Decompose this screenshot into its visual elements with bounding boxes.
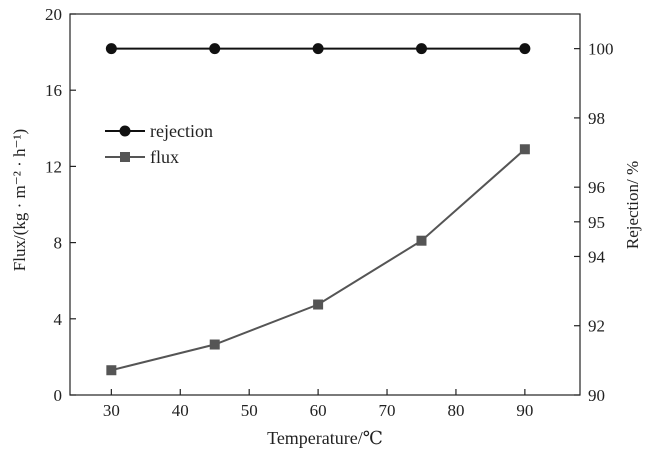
legend-label-rejection: rejection xyxy=(150,121,213,141)
data-point-flux xyxy=(106,365,117,376)
left-y-tick-label: 0 xyxy=(54,386,63,405)
left-y-axis-label: Flux/(kg · m⁻² · h⁻¹) xyxy=(10,129,29,271)
data-point-rejection xyxy=(519,43,531,55)
right-y-axis-label: Rejection/ % xyxy=(623,161,642,249)
x-tick-label: 90 xyxy=(516,401,533,420)
data-point-rejection xyxy=(209,43,221,55)
data-point-rejection xyxy=(415,43,427,55)
right-y-tick-label: 92 xyxy=(588,317,605,336)
right-y-tick-label: 98 xyxy=(588,109,605,128)
legend: rejection flux xyxy=(105,121,213,167)
legend-marker-rejection xyxy=(119,125,131,137)
left-y-axis-ticks: 0 4 8 12 16 20 xyxy=(45,5,76,405)
left-y-tick-label: 12 xyxy=(45,157,62,176)
x-tick-label: 40 xyxy=(172,401,189,420)
legend-item-flux: flux xyxy=(105,147,179,167)
right-y-tick-label: 94 xyxy=(588,247,606,266)
data-point-flux xyxy=(209,339,220,350)
data-point-rejection xyxy=(105,43,117,55)
x-tick-label: 30 xyxy=(103,401,120,420)
left-y-tick-label: 4 xyxy=(54,310,63,329)
legend-label-flux: flux xyxy=(150,147,179,167)
series-layer xyxy=(105,43,531,376)
data-point-flux xyxy=(519,144,530,155)
x-axis-label: Temperature/℃ xyxy=(267,428,383,448)
data-point-flux xyxy=(313,299,324,310)
left-y-tick-label: 8 xyxy=(54,234,63,253)
x-tick-label: 60 xyxy=(310,401,327,420)
data-point-rejection xyxy=(312,43,324,55)
left-y-tick-label: 16 xyxy=(45,81,62,100)
legend-item-rejection: rejection xyxy=(105,121,213,141)
x-tick-label: 50 xyxy=(241,401,258,420)
x-tick-label: 80 xyxy=(447,401,464,420)
data-point-flux xyxy=(416,235,427,246)
x-axis-ticks: 30 40 50 60 70 80 90 xyxy=(103,389,533,420)
right-y-axis-ticks: 90 92 94 95 96 98 100 xyxy=(574,40,614,405)
right-y-tick-label: 95 xyxy=(588,213,605,232)
right-y-tick-label: 96 xyxy=(588,178,605,197)
plot-frame xyxy=(69,13,581,396)
series-line-flux xyxy=(111,148,526,372)
legend-marker-flux xyxy=(120,152,130,162)
right-y-tick-label: 100 xyxy=(588,40,614,59)
x-tick-label: 70 xyxy=(379,401,396,420)
left-y-tick-label: 20 xyxy=(45,5,62,24)
right-y-tick-label: 90 xyxy=(588,386,605,405)
